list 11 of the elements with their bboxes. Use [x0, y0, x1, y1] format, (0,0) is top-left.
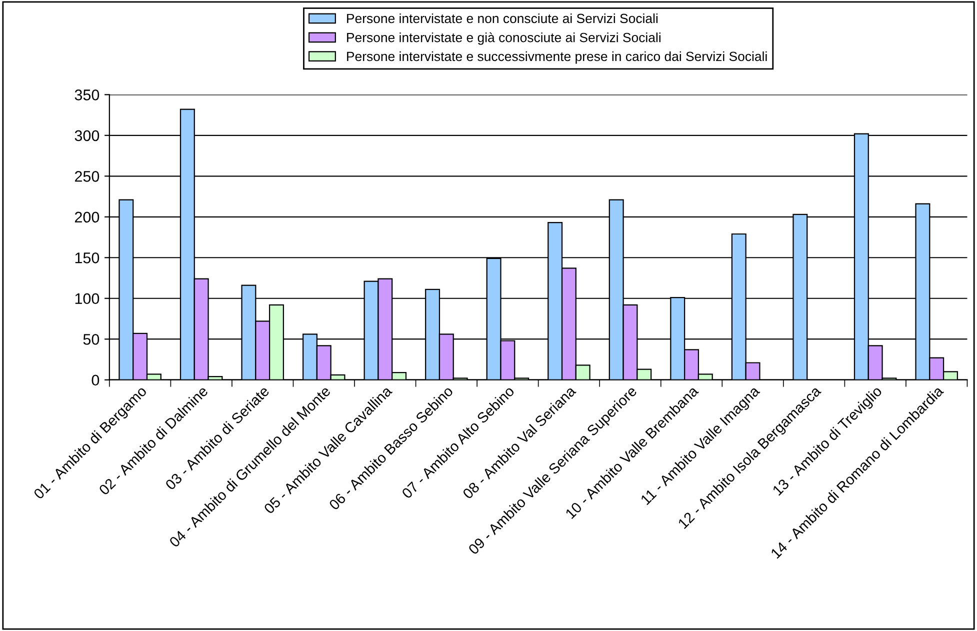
y-tick-label: 250 [74, 171, 100, 182]
legend-label: Persone intervistate e non consciute ai Servizi Sociali [347, 13, 658, 24]
legend-label: Persone intervistate e successivmente prese in carico dai Servizi Sociali [347, 51, 767, 64]
y-tick-label: 100 [75, 293, 100, 304]
y-tick-label: 350 [74, 90, 100, 100]
y-tick-label: 50 [83, 334, 100, 345]
y-tick-label: 0 [92, 374, 100, 386]
legend-label: Persone intervistate e già conosciute ai Servizi Sociali [347, 32, 660, 45]
y-tick-label: 150 [75, 252, 100, 264]
y-tick-label: 200 [74, 212, 100, 223]
y-tick-label: 300 [74, 130, 100, 142]
